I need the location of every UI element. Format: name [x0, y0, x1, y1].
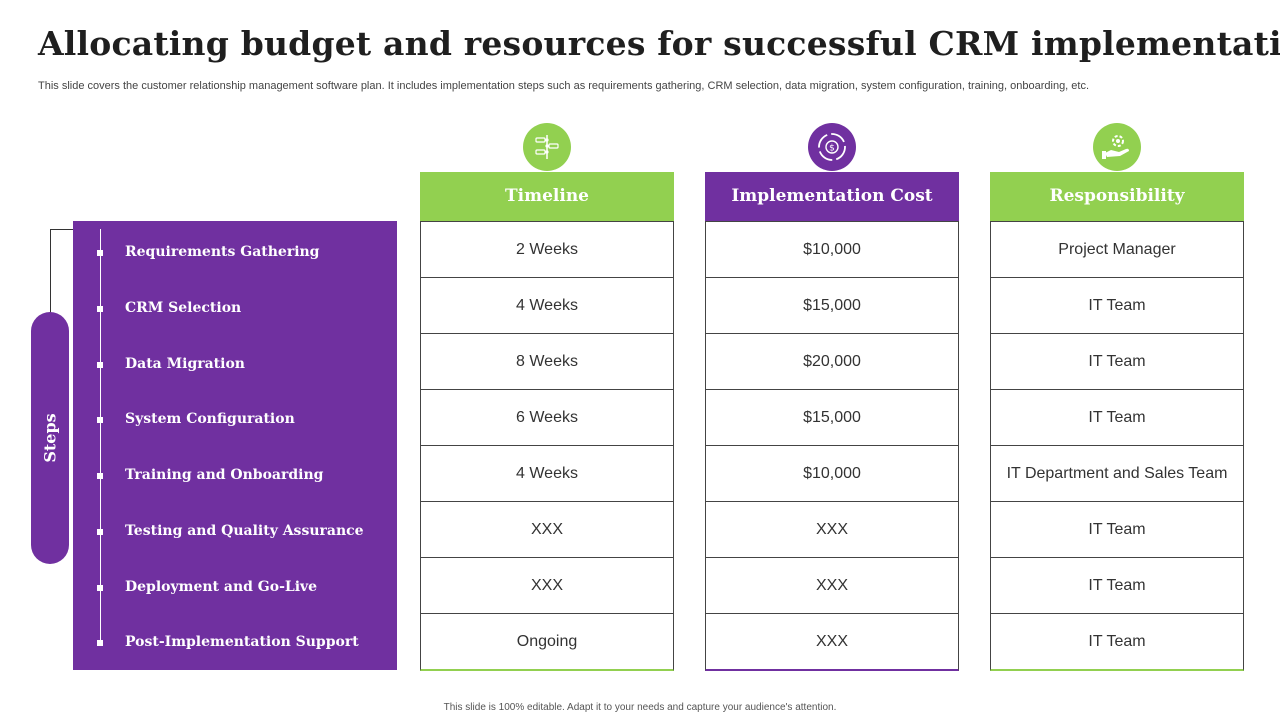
- step-label: System Configuration: [125, 411, 295, 427]
- page-subtitle: This slide covers the customer relations…: [38, 80, 1090, 92]
- timeline-column: Timeline 2 Weeks 4 Weeks 8 Weeks 6 Weeks…: [420, 123, 674, 671]
- table-cell: $10,000: [706, 221, 958, 277]
- connector-line: [50, 229, 51, 313]
- table-cell: 4 Weeks: [421, 445, 673, 501]
- implementation-cost-cells: $10,000 $15,000 $20,000 $15,000 $10,000 …: [705, 221, 959, 671]
- steps-label: Steps: [40, 413, 60, 463]
- implementation-cost-column: $ Implementation Cost $10,000 $15,000 $2…: [705, 123, 959, 671]
- timeline-header: Timeline: [420, 172, 674, 221]
- step-item: CRM Selection: [97, 299, 397, 319]
- table-cell: IT Team: [991, 389, 1243, 445]
- table-cell: Project Manager: [991, 221, 1243, 277]
- step-bullet: [97, 640, 103, 646]
- steps-panel: [73, 221, 397, 670]
- step-label: Data Migration: [125, 356, 245, 372]
- step-label: Post-Implementation Support: [125, 634, 359, 650]
- table-cell: $15,000: [706, 389, 958, 445]
- step-bullet: [97, 250, 103, 256]
- table-cell: XXX: [421, 501, 673, 557]
- responsibility-cells: Project Manager IT Team IT Team IT Team …: [990, 221, 1244, 671]
- step-label: Training and Onboarding: [125, 467, 324, 483]
- table-cell: IT Department and Sales Team: [991, 445, 1243, 501]
- dollar-cycle-icon: $: [808, 123, 856, 171]
- step-bullet: [97, 417, 103, 423]
- timeline-cells: 2 Weeks 4 Weeks 8 Weeks 6 Weeks 4 Weeks …: [420, 221, 674, 671]
- table-cell: 2 Weeks: [421, 221, 673, 277]
- table-cell: 8 Weeks: [421, 333, 673, 389]
- implementation-cost-header: Implementation Cost: [705, 172, 959, 221]
- table-cell: 4 Weeks: [421, 277, 673, 333]
- table-cell: XXX: [706, 501, 958, 557]
- step-item: Requirements Gathering: [97, 243, 397, 263]
- step-bullet: [97, 473, 103, 479]
- step-item: Training and Onboarding: [97, 466, 397, 486]
- steps-pill: Steps: [31, 312, 69, 564]
- step-label: Testing and Quality Assurance: [125, 523, 364, 539]
- responsibility-header: Responsibility: [990, 172, 1244, 221]
- responsibility-column: Responsibility Project Manager IT Team I…: [990, 123, 1244, 671]
- table-cell: IT Team: [991, 613, 1243, 669]
- step-bullet: [97, 585, 103, 591]
- step-bullet: [97, 362, 103, 368]
- step-label: CRM Selection: [125, 300, 242, 316]
- page-title: Allocating budget and resources for succ…: [38, 24, 1280, 63]
- footer-note: This slide is 100% editable. Adapt it to…: [443, 702, 837, 713]
- step-bullet: [97, 529, 103, 535]
- step-label: Requirements Gathering: [125, 244, 320, 260]
- step-item: Testing and Quality Assurance: [97, 522, 397, 542]
- step-item: Post-Implementation Support: [97, 633, 397, 653]
- timeline-icon: [523, 123, 571, 171]
- table-cell: $20,000: [706, 333, 958, 389]
- hand-gear-icon: [1093, 123, 1141, 171]
- table-cell: IT Team: [991, 333, 1243, 389]
- step-item: Deployment and Go-Live: [97, 578, 397, 598]
- step-item: System Configuration: [97, 410, 397, 430]
- table-cell: $10,000: [706, 445, 958, 501]
- steps-timeline-line: [100, 229, 101, 642]
- table-cell: IT Team: [991, 557, 1243, 613]
- table-cell: XXX: [421, 557, 673, 613]
- table-cell: XXX: [706, 613, 958, 669]
- step-item: Data Migration: [97, 355, 397, 375]
- step-bullet: [97, 306, 103, 312]
- table-cell: Ongoing: [421, 613, 673, 669]
- table-cell: IT Team: [991, 277, 1243, 333]
- table-cell: IT Team: [991, 501, 1243, 557]
- step-label: Deployment and Go-Live: [125, 579, 318, 595]
- table-cell: $15,000: [706, 277, 958, 333]
- table-cell: XXX: [706, 557, 958, 613]
- table-cell: 6 Weeks: [421, 389, 673, 445]
- svg-text:$: $: [829, 144, 835, 154]
